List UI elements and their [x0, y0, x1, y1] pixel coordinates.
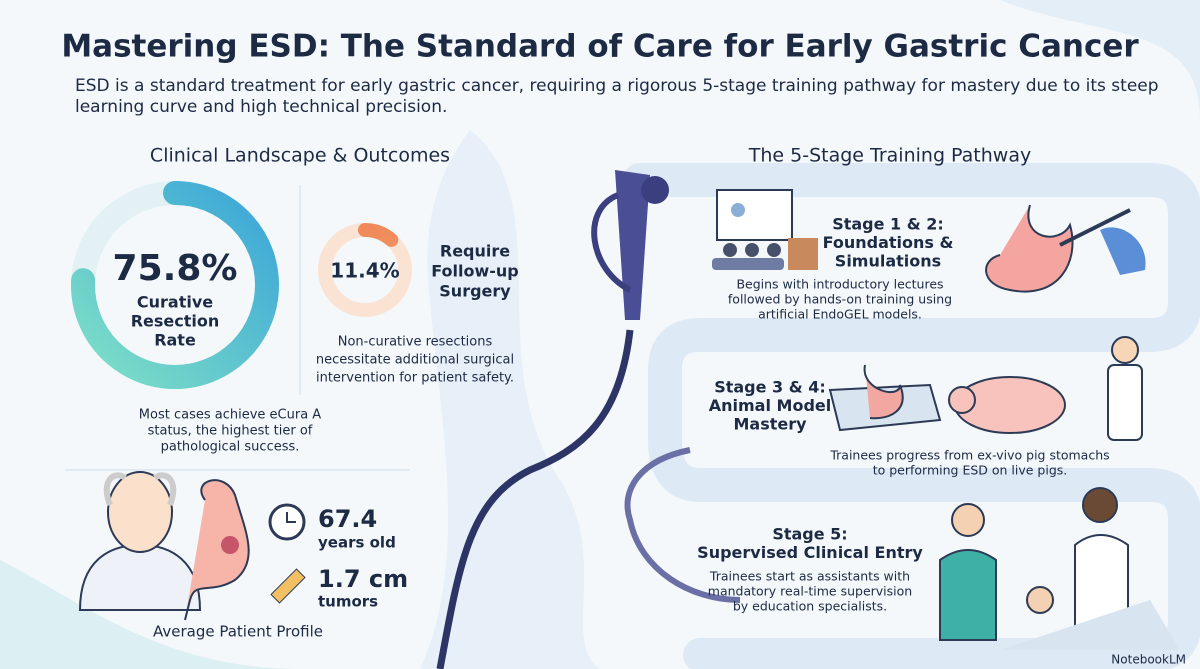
- subtitle-line: learning curve and high technical precis…: [75, 97, 447, 117]
- curative-value: 75.8%: [113, 248, 238, 289]
- stage-title: Stage 3 & 4:: [714, 378, 826, 397]
- surgery-note: intervention for patient safety.: [316, 371, 514, 386]
- surgery-note: Non-curative resections: [338, 335, 493, 350]
- endoscope-tube: [591, 192, 632, 293]
- stage-text: artificial EndoGEL models.: [758, 307, 922, 322]
- endoscope-handle: [615, 170, 650, 320]
- stage-title: Simulations: [835, 252, 941, 271]
- stage-title: Animal Model: [709, 396, 831, 415]
- bg-wave: [1000, 0, 1200, 120]
- surgery-value: 11.4%: [330, 259, 399, 283]
- size-unit: tumors: [318, 593, 378, 611]
- stage-title: Mastery: [733, 415, 807, 434]
- endoscope-tube: [624, 447, 741, 603]
- bg-wave: [0, 560, 300, 669]
- surgery-caption: Follow-up: [431, 262, 519, 281]
- curative-note: Most cases achieve eCura A: [139, 408, 322, 423]
- endoscope-knob: [641, 176, 669, 204]
- size-value: 1.7 cm: [318, 565, 408, 593]
- stage-text: followed by hands-on training using: [728, 292, 952, 307]
- donut-arc: [71, 181, 279, 389]
- clock-icon: [268, 503, 306, 541]
- stage-title: Supervised Clinical Entry: [697, 543, 923, 562]
- brand: NotebookLM: [1111, 653, 1186, 667]
- stage-text: Trainees progress from ex-vivo pig stoma…: [829, 448, 1109, 463]
- stage-title: Stage 1 & 2:: [832, 215, 944, 234]
- clinical-illustration: [939, 487, 1180, 650]
- surgery-caption: Surgery: [439, 282, 511, 301]
- age-unit: years old: [318, 534, 396, 552]
- surgery-caption: Require: [440, 242, 510, 261]
- surgery-note: necessitate additional surgical: [316, 353, 514, 368]
- section-heading: Clinical Landscape & Outcomes: [150, 145, 450, 167]
- profile-caption: Average Patient Profile: [153, 623, 323, 641]
- stage-text: Trainees start as assistants with: [709, 569, 910, 584]
- endoscope-cable: [436, 329, 634, 669]
- pathway-band: [623, 163, 1200, 669]
- curative-note: status, the highest tier of: [148, 424, 313, 439]
- age-value: 67.4: [318, 505, 377, 533]
- stage-text: by education specialists.: [733, 599, 887, 614]
- animal-illustration: [828, 336, 1143, 441]
- curative-caption: Curative: [137, 293, 213, 312]
- subtitle-line: ESD is a standard treatment for early ga…: [75, 76, 1159, 96]
- stomach-illustration: [985, 204, 1146, 293]
- stage-text: Begins with introductory lectures: [736, 277, 943, 292]
- stage-text: to performing ESD on live pigs.: [873, 463, 1068, 478]
- section-heading: The 5-Stage Training Pathway: [748, 145, 1031, 167]
- stage-title: Foundations &: [823, 233, 954, 252]
- title: Mastering ESD: The Standard of Care for …: [61, 29, 1139, 65]
- curative-caption: Resection: [131, 312, 220, 331]
- curative-note: pathological success.: [161, 440, 300, 455]
- stage-title: Stage 5:: [772, 525, 847, 544]
- patient-illustration: [78, 471, 250, 621]
- stage-text: mandatory real-time supervision: [708, 584, 912, 599]
- lecture-illustration: [712, 189, 818, 270]
- donut-arc: [318, 223, 412, 317]
- ruler-icon: [270, 568, 306, 604]
- curative-caption: Rate: [154, 331, 196, 350]
- bg-wave: [420, 130, 600, 669]
